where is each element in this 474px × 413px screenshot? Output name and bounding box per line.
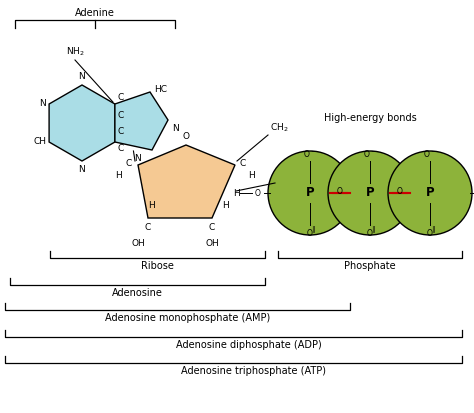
Text: Adenosine monophosphate (AMP): Adenosine monophosphate (AMP) [105,313,270,323]
Text: CH: CH [33,138,46,147]
Polygon shape [115,92,168,150]
Text: Adenosine diphosphate (ADP): Adenosine diphosphate (ADP) [176,340,321,350]
Text: N: N [134,154,141,163]
Circle shape [388,151,472,235]
Circle shape [328,151,412,235]
Text: ∥: ∥ [311,225,315,232]
Text: N: N [172,124,179,133]
Text: N: N [79,165,85,174]
Text: H: H [233,188,240,197]
Text: C: C [118,144,124,153]
Text: O: O [337,188,343,197]
Text: H: H [222,200,229,209]
Text: C: C [118,126,124,135]
Text: P: P [426,187,434,199]
Text: O: O [182,132,190,141]
Text: H: H [248,171,255,180]
Text: O$^-$: O$^-$ [364,148,376,159]
Text: NH$_2$: NH$_2$ [66,45,84,58]
Circle shape [268,151,352,235]
Polygon shape [138,145,235,218]
Text: P: P [306,187,314,199]
Polygon shape [49,85,115,161]
Text: C: C [118,93,124,102]
Text: Phosphate: Phosphate [344,261,396,271]
Text: C: C [118,111,124,119]
Text: O: O [427,229,433,238]
Text: C: C [145,223,151,232]
Text: N: N [79,72,85,81]
Text: H: H [115,171,122,180]
Text: C: C [240,159,246,168]
Text: O: O [367,229,373,238]
Text: HC: HC [154,85,167,95]
Text: CH$_2$: CH$_2$ [270,122,289,134]
Text: Adenine: Adenine [75,8,115,18]
Text: OH: OH [205,239,219,248]
Text: O$^-$: O$^-$ [303,148,317,159]
Text: H: H [148,200,155,209]
Text: P: P [365,187,374,199]
Text: Ribose: Ribose [141,261,174,271]
Text: ∥: ∥ [371,225,374,232]
Text: N: N [39,100,46,109]
Text: O: O [255,188,261,197]
Text: ∥: ∥ [431,225,435,232]
Text: O$^-$: O$^-$ [423,148,437,159]
Text: O: O [397,188,403,197]
Text: High-energy bonds: High-energy bonds [324,113,416,123]
Text: OH: OH [131,239,145,248]
Text: C: C [126,159,132,168]
Text: C: C [209,223,215,232]
Text: Adenosine triphosphate (ATP): Adenosine triphosphate (ATP) [181,366,326,376]
Text: O: O [307,229,313,238]
Text: Adenosine: Adenosine [112,288,163,298]
